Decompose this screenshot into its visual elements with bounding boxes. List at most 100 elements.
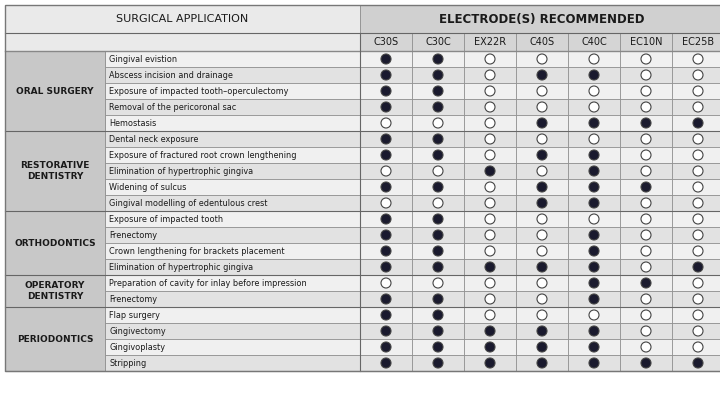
Bar <box>672 131 720 147</box>
Circle shape <box>589 198 599 208</box>
Bar <box>5 33 360 51</box>
Text: Widening of sulcus: Widening of sulcus <box>109 183 186 192</box>
Circle shape <box>381 54 391 64</box>
Circle shape <box>381 70 391 80</box>
Circle shape <box>433 326 443 336</box>
Text: Dental neck exposure: Dental neck exposure <box>109 134 199 143</box>
Bar <box>412 227 464 243</box>
Bar <box>412 179 464 195</box>
Bar <box>516 131 568 147</box>
Bar <box>516 211 568 227</box>
Circle shape <box>537 54 547 64</box>
Circle shape <box>589 70 599 80</box>
Circle shape <box>381 214 391 224</box>
Bar <box>464 99 516 115</box>
Circle shape <box>381 326 391 336</box>
Circle shape <box>433 150 443 160</box>
Bar <box>464 211 516 227</box>
Circle shape <box>537 358 547 368</box>
Circle shape <box>589 230 599 240</box>
Bar <box>568 51 620 67</box>
Bar <box>105 51 360 67</box>
Bar <box>672 211 720 227</box>
Bar <box>672 163 720 179</box>
Text: Hemostasis: Hemostasis <box>109 119 156 127</box>
Bar <box>105 211 360 227</box>
Bar <box>464 163 516 179</box>
Text: Exposure of fractured root crown lengthening: Exposure of fractured root crown lengthe… <box>109 150 297 159</box>
Bar <box>360 323 412 339</box>
Circle shape <box>381 182 391 192</box>
Bar <box>620 131 672 147</box>
Bar <box>568 67 620 83</box>
Bar <box>5 5 360 33</box>
Circle shape <box>485 278 495 288</box>
Bar <box>620 51 672 67</box>
Circle shape <box>381 150 391 160</box>
Bar <box>620 33 672 51</box>
Circle shape <box>589 182 599 192</box>
Text: Gingival evistion: Gingival evistion <box>109 54 177 63</box>
Circle shape <box>537 118 547 128</box>
Text: EX22R: EX22R <box>474 37 506 47</box>
Bar <box>516 259 568 275</box>
Circle shape <box>485 310 495 320</box>
Circle shape <box>693 70 703 80</box>
Bar <box>516 163 568 179</box>
Bar <box>568 83 620 99</box>
Bar <box>360 227 412 243</box>
Bar <box>568 99 620 115</box>
Text: PERIODONTICS: PERIODONTICS <box>17 335 94 344</box>
Text: Stripping: Stripping <box>109 358 146 368</box>
Circle shape <box>589 246 599 256</box>
Bar <box>412 51 464 67</box>
Circle shape <box>485 214 495 224</box>
Bar <box>360 115 412 131</box>
Bar <box>672 195 720 211</box>
Circle shape <box>589 134 599 144</box>
Circle shape <box>693 310 703 320</box>
Circle shape <box>381 166 391 176</box>
Bar <box>672 147 720 163</box>
Circle shape <box>433 294 443 304</box>
Bar <box>464 291 516 307</box>
Circle shape <box>537 70 547 80</box>
Text: Elimination of hypertrophic gingiva: Elimination of hypertrophic gingiva <box>109 166 253 176</box>
Bar <box>516 275 568 291</box>
Bar <box>568 243 620 259</box>
Circle shape <box>433 102 443 112</box>
Circle shape <box>589 86 599 96</box>
Bar <box>464 83 516 99</box>
Bar <box>516 179 568 195</box>
Bar <box>620 227 672 243</box>
Bar <box>464 307 516 323</box>
Bar <box>516 147 568 163</box>
Bar <box>412 339 464 355</box>
Circle shape <box>537 134 547 144</box>
Bar <box>464 339 516 355</box>
Text: OPERATORY
DENTISTRY: OPERATORY DENTISTRY <box>24 281 85 301</box>
Circle shape <box>485 294 495 304</box>
Circle shape <box>589 294 599 304</box>
Text: ELECTRODE(S) RECOMMENDED: ELECTRODE(S) RECOMMENDED <box>439 12 644 26</box>
Bar <box>672 227 720 243</box>
Circle shape <box>485 102 495 112</box>
Circle shape <box>537 342 547 352</box>
Bar <box>5 275 105 307</box>
Bar <box>464 243 516 259</box>
Circle shape <box>381 358 391 368</box>
Bar <box>568 211 620 227</box>
Bar <box>516 51 568 67</box>
Circle shape <box>485 230 495 240</box>
Bar <box>5 5 720 371</box>
Bar <box>620 99 672 115</box>
Bar <box>516 323 568 339</box>
Bar <box>105 163 360 179</box>
Text: Gingival modelling of edentulous crest: Gingival modelling of edentulous crest <box>109 199 268 208</box>
Circle shape <box>693 342 703 352</box>
Circle shape <box>485 54 495 64</box>
Bar <box>672 115 720 131</box>
Circle shape <box>589 118 599 128</box>
Circle shape <box>589 342 599 352</box>
Circle shape <box>641 86 651 96</box>
